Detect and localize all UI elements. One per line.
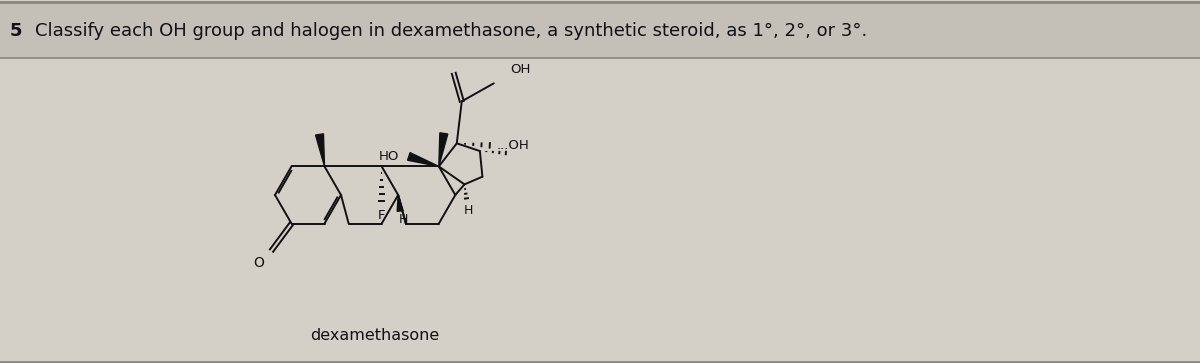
- Text: ...OH: ...OH: [497, 139, 529, 152]
- Text: O: O: [253, 256, 264, 270]
- Text: F: F: [378, 209, 385, 223]
- Text: dexamethasone: dexamethasone: [311, 327, 439, 343]
- Text: H: H: [463, 204, 473, 217]
- Text: HO: HO: [378, 150, 398, 163]
- Polygon shape: [439, 133, 448, 166]
- FancyBboxPatch shape: [0, 2, 1200, 58]
- Polygon shape: [397, 195, 403, 211]
- Text: OH: OH: [510, 63, 530, 76]
- Text: H: H: [398, 213, 408, 226]
- Polygon shape: [408, 152, 439, 166]
- Polygon shape: [316, 134, 324, 166]
- Text: 5: 5: [10, 22, 23, 40]
- Text: Classify each OH group and halogen in dexamethasone, a synthetic steroid, as 1°,: Classify each OH group and halogen in de…: [35, 22, 868, 40]
